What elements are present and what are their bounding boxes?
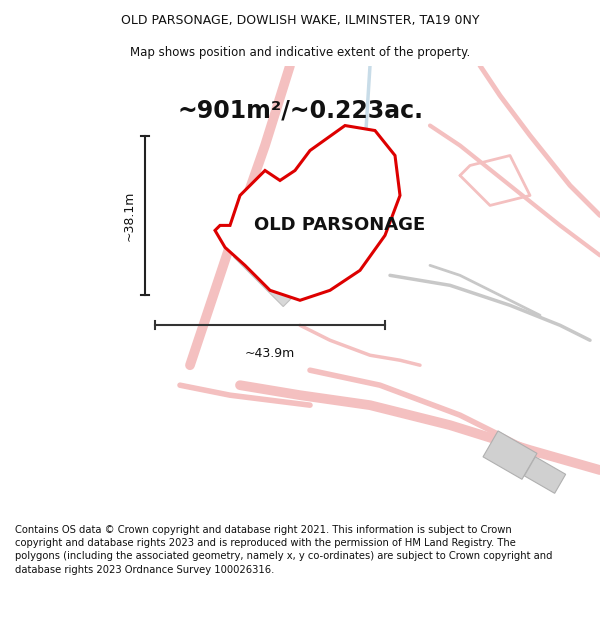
Polygon shape (234, 204, 336, 306)
Text: Contains OS data © Crown copyright and database right 2021. This information is : Contains OS data © Crown copyright and d… (15, 525, 553, 574)
Text: ~43.9m: ~43.9m (245, 348, 295, 360)
Text: OLD PARSONAGE: OLD PARSONAGE (254, 216, 425, 234)
Text: Map shows position and indicative extent of the property.: Map shows position and indicative extent… (130, 46, 470, 59)
Polygon shape (524, 457, 566, 493)
Text: ~38.1m: ~38.1m (122, 190, 136, 241)
Polygon shape (483, 431, 537, 479)
Polygon shape (215, 126, 400, 300)
Text: ~901m²/~0.223ac.: ~901m²/~0.223ac. (177, 99, 423, 122)
Text: OLD PARSONAGE, DOWLISH WAKE, ILMINSTER, TA19 0NY: OLD PARSONAGE, DOWLISH WAKE, ILMINSTER, … (121, 14, 479, 28)
